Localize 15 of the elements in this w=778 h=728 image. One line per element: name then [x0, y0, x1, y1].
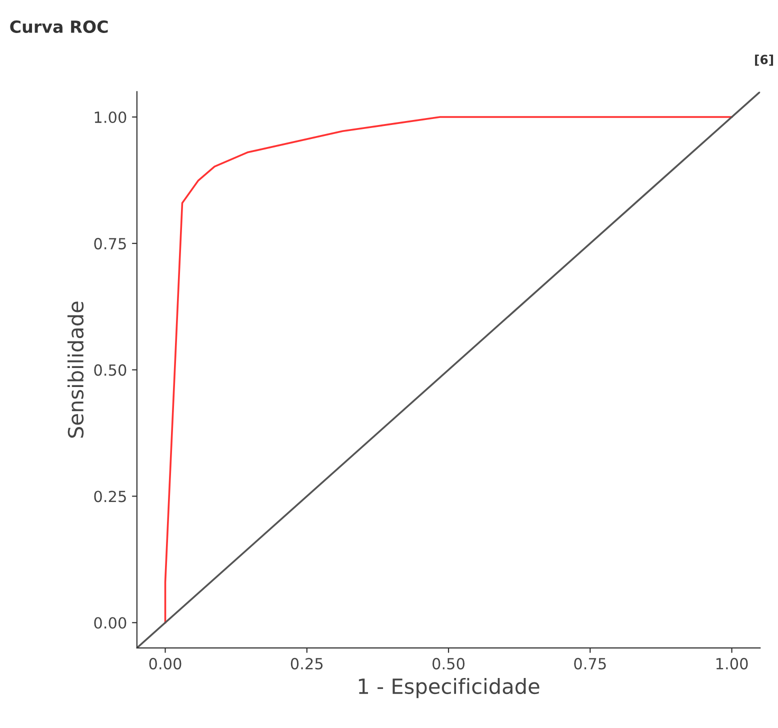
chart-title: Curva ROC — [10, 20, 108, 33]
y-tick-label: 0.00 — [94, 617, 126, 629]
x-axis-title: 1 - Especificidade — [358, 678, 540, 698]
x-tick-label: 0.00 — [149, 658, 182, 670]
line-series — [164, 116, 733, 624]
y-tick-label: 0.75 — [94, 238, 126, 250]
y-axis-title: Sensibilidade — [67, 302, 84, 438]
y-tick-label: 1.00 — [94, 111, 126, 124]
x-tick-label: 1.00 — [716, 658, 748, 670]
x-tick-label: 0.75 — [574, 658, 606, 670]
y-tick-label: 0.50 — [94, 364, 126, 376]
x-tick-label: 0.50 — [432, 658, 465, 670]
x-tick-label: 0.25 — [290, 658, 323, 670]
text: [6] — [755, 54, 774, 66]
y-tick-label: 0.25 — [94, 490, 126, 502]
